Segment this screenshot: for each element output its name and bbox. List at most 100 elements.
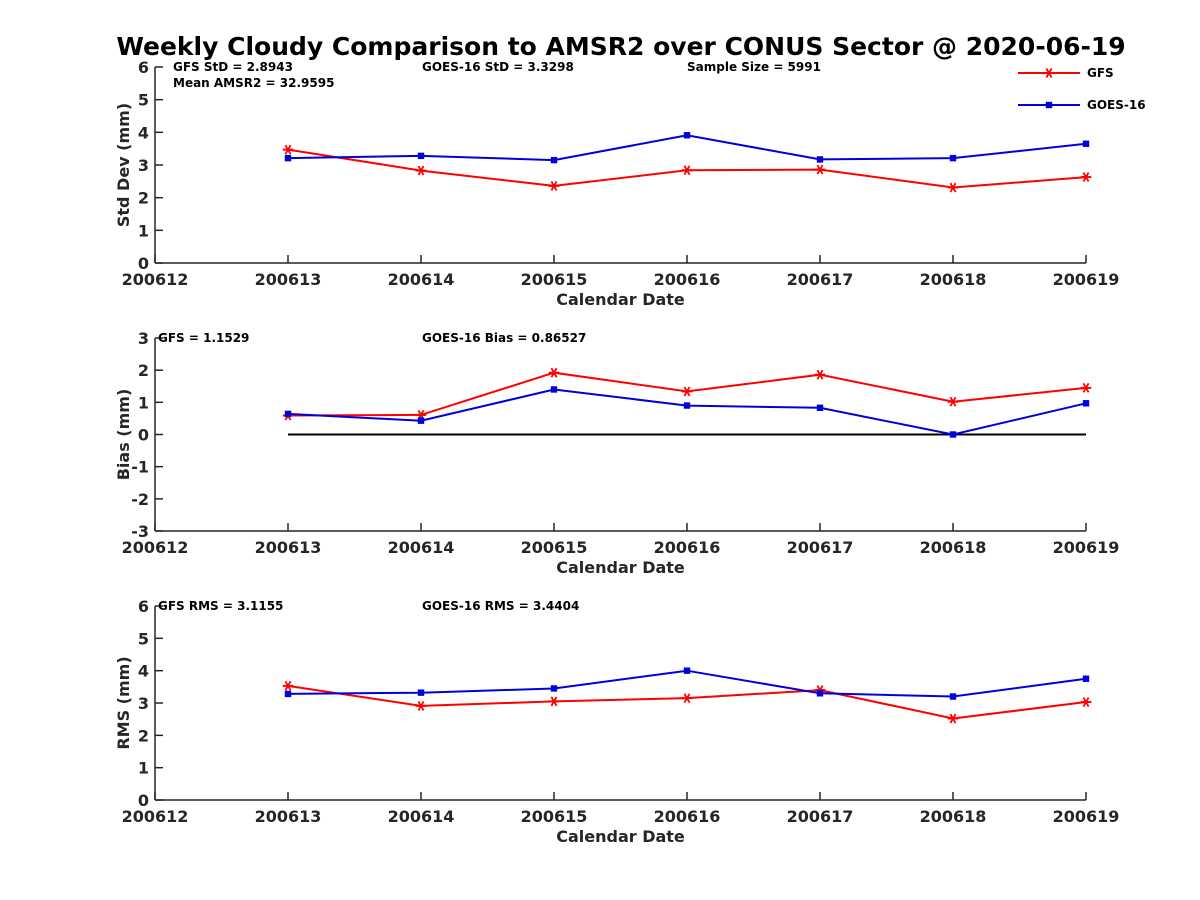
panel-std: 0 1 2 3 4 5 6 200612 200613 200614 200615 200616 200… — [114, 58, 1119, 309]
y-axis-label: Bias (mm) — [114, 389, 133, 481]
x-tick-label: 200619 — [1053, 270, 1120, 289]
series-line-gfs — [287, 684, 1087, 720]
data-point-goes-16 — [284, 154, 292, 162]
data-point-goes-16 — [683, 667, 691, 674]
stat-annotation: GOES-16 Bias = 0.86527 — [422, 331, 586, 345]
data-point-gfs — [1080, 172, 1092, 183]
stat-annotation: Sample Size = 5991 — [687, 60, 821, 74]
legend: GFS GOES-16 — [1018, 66, 1146, 112]
legend-marker — [1043, 68, 1055, 78]
data-point-goes-16 — [816, 156, 824, 163]
x-axis-label: Calendar Date — [556, 827, 685, 846]
x-tick-label: 200618 — [920, 807, 987, 826]
data-point-goes-16 — [417, 689, 425, 696]
data-point-goes-16 — [949, 693, 957, 700]
data-point-gfs — [548, 367, 560, 378]
legend-entry-goes-16: GOES-16 — [1018, 98, 1146, 112]
y-tick-label: 1 — [138, 221, 149, 240]
y-tick-label: 0 — [138, 426, 149, 445]
x-tick-label: 200612 — [122, 807, 189, 826]
data-point-goes-16 — [417, 152, 425, 160]
y-tick-label: 3 — [138, 329, 149, 348]
x-tick-label: 200616 — [654, 270, 721, 289]
series-line-goes-16 — [287, 669, 1087, 698]
data-point-gfs — [947, 182, 959, 193]
data-point-gfs — [282, 144, 294, 155]
data-point-goes-16 — [550, 156, 558, 164]
data-point-gfs — [681, 165, 693, 176]
y-tick-label: 0 — [138, 254, 149, 273]
y-tick-label: -1 — [131, 458, 149, 477]
data-point-gfs — [681, 386, 693, 397]
data-point-gfs — [282, 680, 294, 691]
x-tick-label: 200614 — [388, 538, 455, 557]
data-point-gfs — [1080, 382, 1092, 393]
x-tick-label: 200612 — [122, 270, 189, 289]
x-tick-label: 200615 — [521, 538, 588, 557]
data-point-gfs — [947, 396, 959, 407]
data-point-goes-16 — [683, 402, 691, 409]
y-tick-label: 2 — [138, 189, 149, 208]
x-tick-label: 200617 — [787, 807, 854, 826]
stat-annotation: GFS RMS = 3.1155 — [158, 599, 283, 613]
stat-annotation: GOES-16 RMS = 3.4404 — [422, 599, 579, 613]
y-tick-label: 3 — [138, 694, 149, 713]
data-point-goes-16 — [284, 410, 292, 418]
data-point-goes-16 — [284, 690, 292, 698]
y-tick-label: 0 — [138, 791, 149, 810]
y-tick-label: 1 — [138, 759, 149, 778]
x-tick-label: 200616 — [654, 538, 721, 557]
stat-annotation: GFS StD = 2.8943 — [173, 60, 293, 74]
y-tick-label: 6 — [138, 597, 149, 616]
x-axis-label: Calendar Date — [556, 558, 685, 577]
legend-label: GFS — [1087, 66, 1114, 80]
x-tick-label: 200612 — [122, 538, 189, 557]
x-tick-label: 200613 — [255, 807, 322, 826]
x-tick-label: 200615 — [521, 807, 588, 826]
data-point-gfs — [814, 164, 826, 175]
data-point-goes-16 — [683, 132, 691, 139]
x-tick-label: 200616 — [654, 807, 721, 826]
y-axis-label: Std Dev (mm) — [114, 103, 133, 227]
data-point-gfs — [814, 369, 826, 380]
panel-rms: 0 1 2 3 4 5 6 200612 200613 200614 200615 200616 200… — [114, 597, 1119, 846]
data-point-goes-16 — [949, 431, 957, 438]
data-point-goes-16 — [550, 685, 558, 692]
x-tick-label: 200619 — [1053, 538, 1120, 557]
stat-annotation: Mean AMSR2 = 32.9595 — [173, 76, 334, 90]
x-tick-label: 200615 — [521, 270, 588, 289]
data-point-goes-16 — [1082, 140, 1090, 147]
y-tick-label: 2 — [138, 361, 149, 380]
y-tick-label: 4 — [138, 123, 149, 142]
legend-label: GOES-16 — [1087, 98, 1146, 112]
data-point-goes-16 — [550, 386, 558, 393]
y-tick-label: 3 — [138, 156, 149, 175]
y-axis-label: RMS (mm) — [114, 656, 133, 749]
figure-title: Weekly Cloudy Comparison to AMSR2 over C… — [116, 32, 1125, 61]
stat-annotation: GFS = 1.1529 — [158, 331, 249, 345]
legend-marker — [1045, 101, 1053, 109]
series-line-goes-16 — [287, 388, 1087, 436]
data-point-goes-16 — [816, 690, 824, 697]
x-axis-label: Calendar Date — [556, 290, 685, 309]
data-point-goes-16 — [1082, 400, 1090, 407]
y-tick-label: 5 — [138, 91, 149, 110]
data-point-gfs — [415, 165, 427, 176]
y-tick-label: -3 — [131, 522, 149, 541]
panel-bias: -3 -2 -1 0 1 2 3 200612 200613 200614 200615 200616… — [114, 329, 1119, 577]
data-point-gfs — [415, 700, 427, 711]
x-tick-label: 200613 — [255, 538, 322, 557]
stat-annotation: GOES-16 StD = 3.3298 — [422, 60, 574, 74]
data-point-gfs — [548, 180, 560, 191]
series-line-gfs — [287, 371, 1087, 417]
data-point-gfs — [947, 713, 959, 724]
data-point-goes-16 — [1082, 675, 1090, 682]
data-point-goes-16 — [417, 417, 425, 424]
data-point-gfs — [1080, 697, 1092, 707]
data-point-gfs — [681, 693, 693, 704]
y-tick-label: 2 — [138, 726, 149, 745]
y-tick-label: 4 — [138, 662, 149, 681]
legend-entry-gfs: GFS — [1018, 66, 1114, 80]
